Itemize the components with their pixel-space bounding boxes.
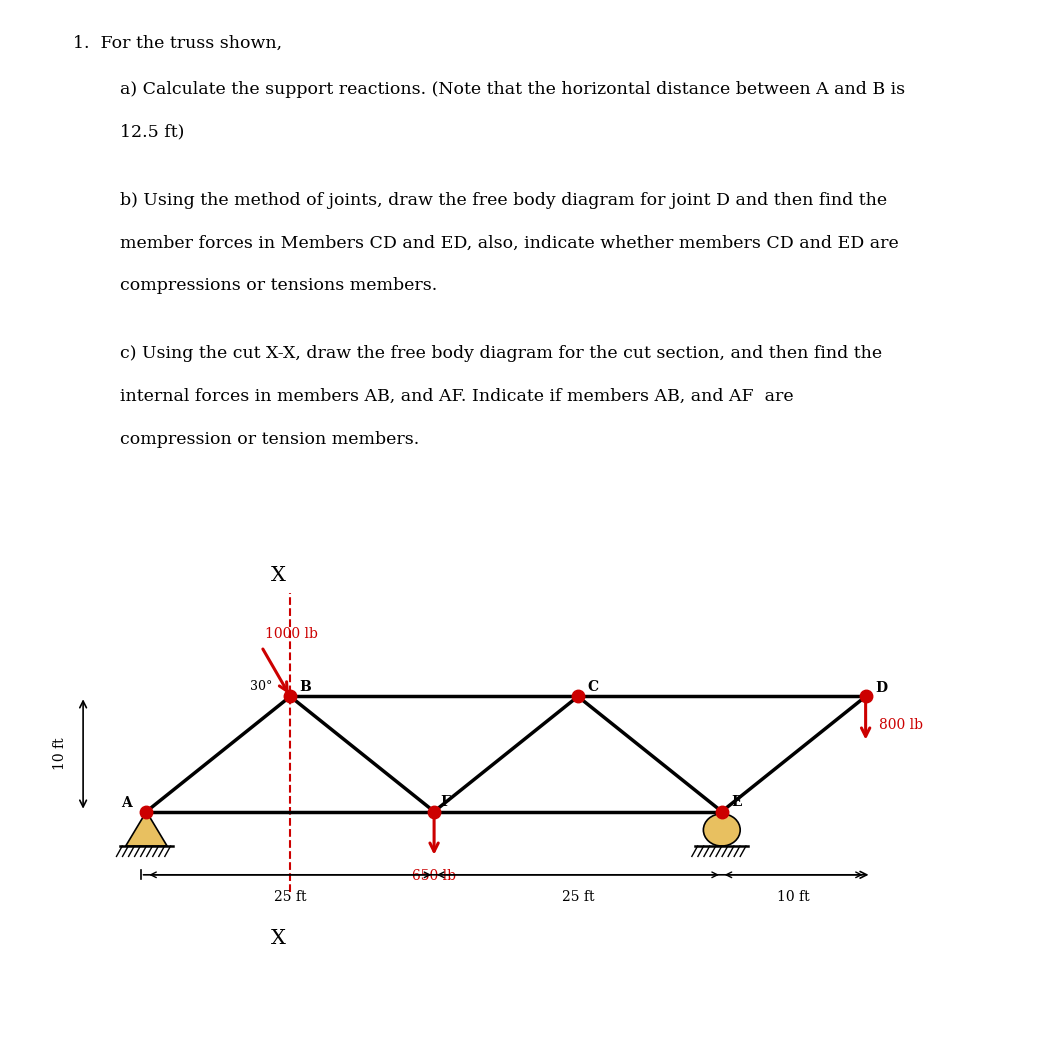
- Text: a) Calculate the support reactions. (Note that the horizontal distance between A: a) Calculate the support reactions. (Not…: [120, 81, 905, 98]
- Text: 25 ft: 25 ft: [274, 889, 307, 904]
- Text: 650 lb: 650 lb: [412, 869, 456, 883]
- Text: 10 ft: 10 ft: [53, 738, 67, 771]
- Text: 25 ft: 25 ft: [562, 889, 594, 904]
- Text: 30°: 30°: [250, 680, 272, 693]
- Text: B: B: [300, 679, 311, 694]
- Text: compression or tension members.: compression or tension members.: [120, 430, 420, 448]
- Text: 12.5 ft): 12.5 ft): [120, 124, 185, 141]
- Text: X: X: [271, 566, 286, 585]
- Text: E: E: [731, 795, 741, 808]
- Text: 800 lb: 800 lb: [879, 718, 924, 732]
- Text: c) Using the cut X-X, draw the free body diagram for the cut section, and then f: c) Using the cut X-X, draw the free body…: [120, 345, 882, 362]
- Text: compressions or tensions members.: compressions or tensions members.: [120, 277, 437, 294]
- Polygon shape: [125, 812, 167, 846]
- Text: D: D: [875, 680, 887, 695]
- Text: 1000 lb: 1000 lb: [265, 627, 317, 640]
- Text: member forces in Members CD and ED, also, indicate whether members CD and ED are: member forces in Members CD and ED, also…: [120, 234, 899, 251]
- Text: b) Using the method of joints, draw the free body diagram for joint D and then f: b) Using the method of joints, draw the …: [120, 191, 887, 209]
- Text: F: F: [440, 795, 450, 808]
- Text: A: A: [121, 796, 132, 810]
- Text: internal forces in members AB, and AF. Indicate if members AB, and AF  are: internal forces in members AB, and AF. I…: [120, 388, 793, 405]
- Text: C: C: [587, 679, 598, 694]
- Text: 10 ft: 10 ft: [778, 889, 810, 904]
- Text: X: X: [271, 928, 286, 947]
- Text: 1.  For the truss shown,: 1. For the truss shown,: [73, 36, 282, 52]
- Ellipse shape: [704, 814, 740, 846]
